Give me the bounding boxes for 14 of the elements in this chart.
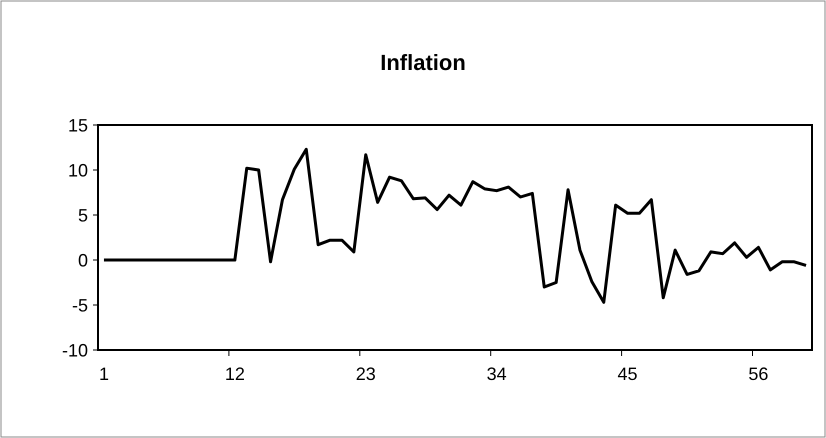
y-tick-label: -5 [72, 295, 88, 316]
x-tick-label: 12 [224, 364, 245, 384]
x-tick-label: 23 [356, 364, 376, 384]
x-tick-label: 34 [486, 364, 507, 384]
chart-title: Inflation [380, 50, 466, 75]
y-tick-label: 10 [68, 160, 88, 180]
y-tick-label: -10 [62, 340, 88, 360]
y-tick-label: 15 [68, 115, 88, 136]
x-tick-label: 56 [748, 364, 768, 384]
x-tick-label: 45 [618, 364, 638, 384]
y-tick-label: 0 [78, 250, 88, 270]
x-tick-label: 1 [98, 364, 109, 384]
line-series [102, 148, 808, 304]
y-tick-label: 5 [78, 205, 88, 226]
